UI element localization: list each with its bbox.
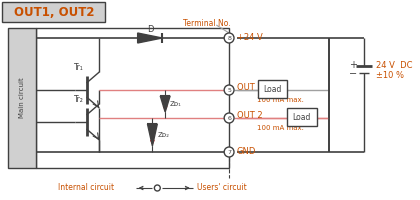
Text: +: + bbox=[349, 60, 357, 70]
Text: D: D bbox=[147, 24, 153, 33]
Text: OUT1, OUT2: OUT1, OUT2 bbox=[14, 5, 94, 19]
FancyBboxPatch shape bbox=[2, 2, 105, 22]
Circle shape bbox=[224, 147, 234, 157]
Text: OUT 1: OUT 1 bbox=[237, 84, 262, 92]
Text: Terminal No.: Terminal No. bbox=[183, 19, 230, 27]
FancyBboxPatch shape bbox=[257, 80, 287, 98]
Circle shape bbox=[224, 33, 234, 43]
Text: Internal circuit: Internal circuit bbox=[58, 184, 115, 192]
Text: 5: 5 bbox=[227, 88, 231, 92]
Polygon shape bbox=[138, 33, 162, 43]
Text: Users' circuit: Users' circuit bbox=[197, 184, 247, 192]
Text: 7: 7 bbox=[227, 150, 231, 154]
Text: OUT 2: OUT 2 bbox=[237, 112, 262, 120]
Text: 8: 8 bbox=[227, 36, 231, 40]
Text: Zᴅ₂: Zᴅ₂ bbox=[158, 132, 169, 138]
Text: Load: Load bbox=[263, 84, 281, 94]
FancyBboxPatch shape bbox=[37, 28, 229, 168]
Text: 100 mA max.: 100 mA max. bbox=[257, 97, 304, 103]
FancyBboxPatch shape bbox=[8, 28, 37, 168]
Text: Zᴅ₁: Zᴅ₁ bbox=[170, 101, 182, 107]
Text: Load: Load bbox=[293, 112, 311, 121]
Text: ±10 %: ±10 % bbox=[375, 72, 404, 80]
Circle shape bbox=[155, 185, 160, 191]
Text: +24 V: +24 V bbox=[237, 33, 262, 43]
Polygon shape bbox=[160, 96, 170, 112]
FancyBboxPatch shape bbox=[287, 108, 317, 126]
Circle shape bbox=[224, 85, 234, 95]
Text: Tr₁: Tr₁ bbox=[74, 64, 84, 72]
Text: −: − bbox=[349, 69, 357, 79]
Text: Tr₂: Tr₂ bbox=[74, 96, 84, 104]
Text: Main circuit: Main circuit bbox=[19, 78, 25, 118]
Text: 100 mA max.: 100 mA max. bbox=[257, 125, 304, 131]
Circle shape bbox=[224, 113, 234, 123]
Text: GND: GND bbox=[237, 148, 256, 156]
Polygon shape bbox=[147, 124, 158, 146]
Text: 6: 6 bbox=[227, 116, 231, 120]
Text: 24 V  DC: 24 V DC bbox=[375, 62, 412, 71]
